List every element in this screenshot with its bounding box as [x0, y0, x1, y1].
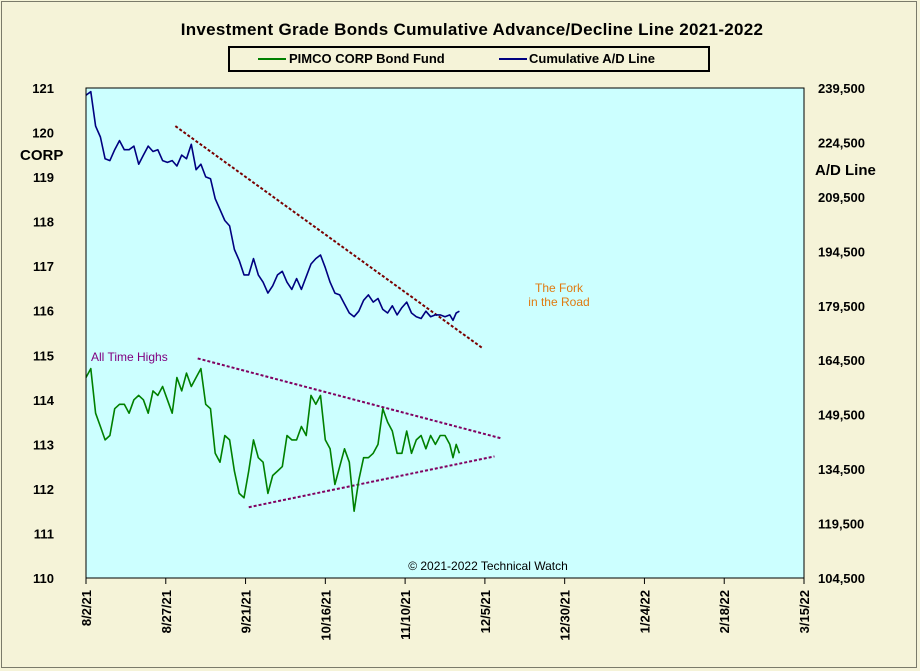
right-tick-label: 119,500: [818, 517, 864, 532]
left-tick-label: 116: [33, 304, 54, 319]
right-tick-label: 194,500: [818, 244, 865, 259]
left-tick-label: 113: [33, 437, 54, 452]
x-tick-label: 11/10/21: [398, 590, 413, 640]
right-tick-label: 179,500: [818, 299, 865, 314]
trendline-2: [248, 455, 495, 509]
series-lines: [85, 90, 461, 513]
right-axis-ticks: 104,500 119,500 134,500 149,500 164,500 179,5…: [818, 81, 865, 586]
annotation-all-time-highs: All Time Highs: [91, 350, 168, 364]
x-tick-label: 12/5/21: [478, 590, 493, 633]
x-tick-label: 8/27/21: [159, 590, 174, 633]
left-tick-label: 117: [33, 259, 54, 274]
left-tick-label: 112: [33, 482, 54, 497]
right-tick-label: 224,500: [818, 135, 865, 150]
x-tick-label: 2/18/22: [717, 590, 732, 633]
left-tick-label: 114: [33, 393, 55, 408]
left-tick-label: 120: [32, 126, 54, 141]
plot-area: [86, 88, 804, 578]
x-tick-label: 1/24/22: [637, 590, 652, 633]
right-tick-label: 134,500: [818, 462, 865, 477]
right-tick-label: 239,500: [818, 81, 865, 96]
x-tick-label: 8/2/21: [79, 590, 94, 626]
series-line-ad: [85, 90, 460, 322]
x-tick-label: 10/16/21: [318, 590, 333, 641]
right-tick-label: 104,500: [818, 571, 865, 586]
left-tick-label: 111: [34, 526, 54, 541]
left-tick-label: 118: [33, 215, 54, 230]
x-tick-label: 9/21/21: [239, 590, 254, 633]
series-line-pimco: [85, 367, 461, 513]
annotation-fork-line1: The Fork: [535, 281, 584, 295]
x-tick-label: 3/15/22: [797, 590, 812, 633]
right-tick-label: 209,500: [818, 190, 865, 205]
x-tick-label: 12/30/21: [558, 590, 573, 641]
legend-box: [228, 46, 710, 72]
x-axis-ticks: 8/2/21 8/27/21 9/21/21 10/16/21 11/10/21 12/5…: [79, 578, 812, 641]
trendline-1: [197, 357, 502, 440]
legend-label-ad-line: Cumulative A/D Line: [529, 51, 655, 66]
left-tick-label: 110: [33, 571, 54, 586]
left-tick-label: 121: [32, 81, 54, 96]
plot-border: [85, 87, 805, 579]
trendline-0: [174, 125, 483, 349]
right-tick-label: 149,500: [818, 408, 865, 423]
trendlines: [174, 125, 502, 509]
left-axis-ticks: 110 111 112 113 114 115 116 117 118 119 120 121: [32, 81, 54, 586]
left-axis-title: CORP: [20, 147, 63, 164]
right-tick-label: 164,500: [818, 353, 865, 368]
left-tick-label: 119: [33, 170, 54, 185]
left-tick-label: 115: [33, 348, 54, 363]
annotation-fork-line2: in the Road: [528, 295, 589, 309]
chart-legend: PIMCO CORP Bond Fund Cumulative A/D Line: [228, 46, 710, 72]
annotation-copyright: © 2021-2022 Technical Watch: [408, 559, 568, 573]
chart-title: Investment Grade Bonds Cumulative Advanc…: [181, 20, 764, 39]
right-axis-title: A/D Line: [815, 162, 876, 179]
legend-label-pimco: PIMCO CORP Bond Fund: [289, 51, 445, 66]
